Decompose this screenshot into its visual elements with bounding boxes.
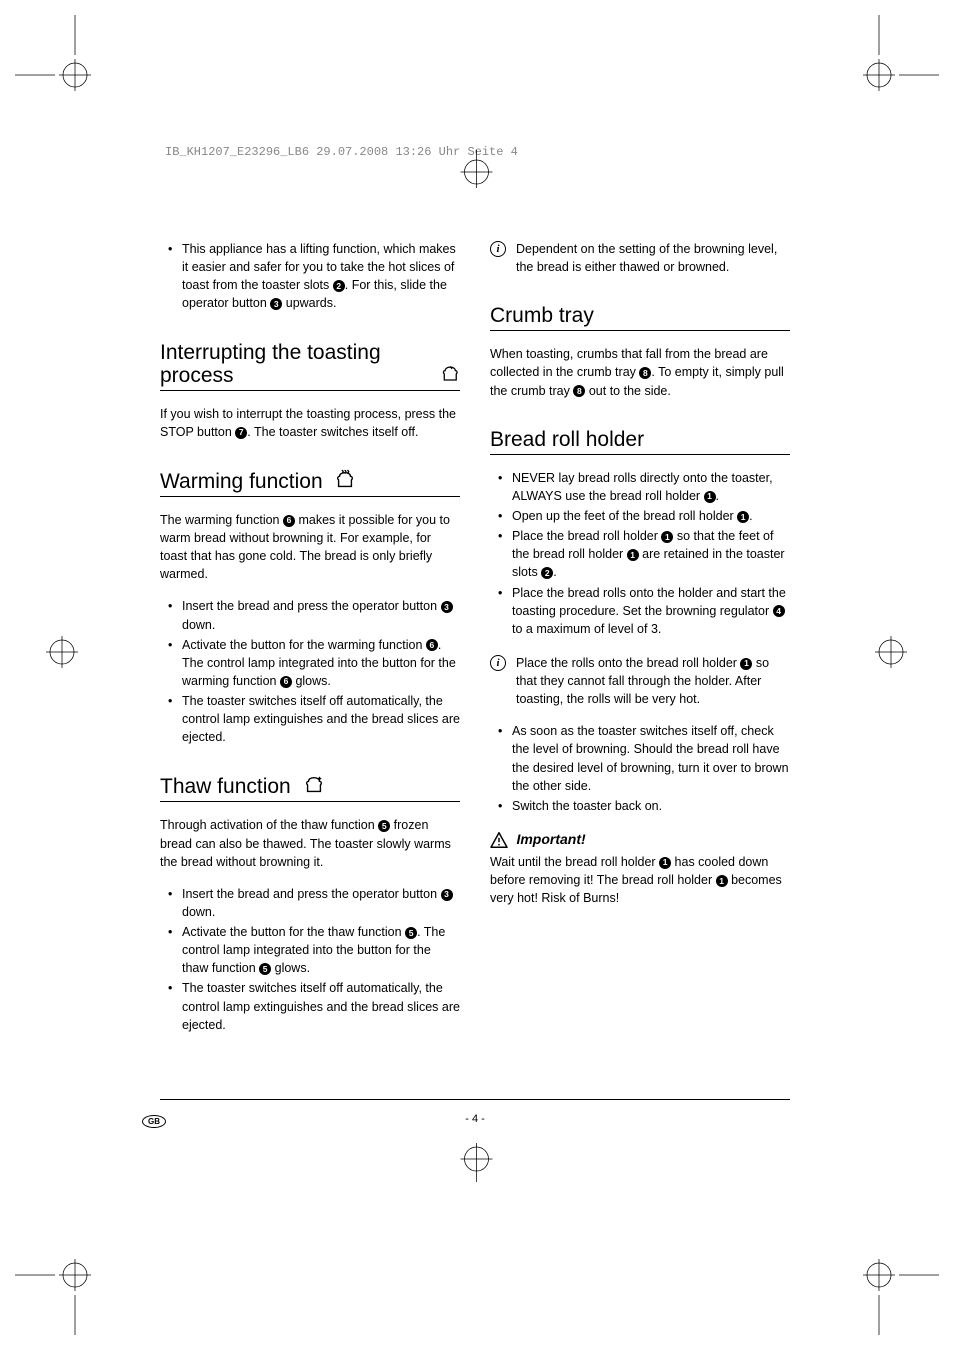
- warning-icon: [490, 832, 508, 848]
- ref-icon: 3: [270, 298, 282, 310]
- list-item: Insert the bread and press the operator …: [182, 597, 460, 633]
- ref-icon: 1: [661, 531, 673, 543]
- info-note: i Dependent on the setting of the browni…: [490, 240, 790, 276]
- body-text: Place the rolls onto the bread roll hold…: [516, 654, 790, 708]
- fold-mark-top: [455, 150, 500, 195]
- list-item: NEVER lay bread rolls directly onto the …: [512, 469, 790, 505]
- thaw-icon: [303, 774, 325, 796]
- info-note: i Place the rolls onto the bread roll ho…: [490, 654, 790, 708]
- list-item: Switch the toaster back on.: [512, 797, 790, 815]
- ref-icon: 6: [426, 639, 438, 651]
- list-item: This appliance has a lifting function, w…: [182, 240, 460, 313]
- ref-icon: 1: [627, 549, 639, 561]
- thaw-list: Insert the bread and press the operator …: [160, 885, 460, 1034]
- body-text: When toasting, crumbs that fall from the…: [490, 345, 790, 399]
- ref-icon: 5: [259, 963, 271, 975]
- body-text: Through activation of the thaw function …: [160, 816, 460, 870]
- ref-icon: 1: [704, 491, 716, 503]
- heading-text: Bread roll holder: [490, 428, 644, 451]
- warming-icon: [334, 469, 356, 491]
- ref-icon: 8: [639, 367, 651, 379]
- list-item: As soon as the toaster switches itself o…: [512, 722, 790, 795]
- ref-icon: 4: [773, 605, 785, 617]
- holder-list: NEVER lay bread rolls directly onto the …: [490, 469, 790, 638]
- ref-icon: 2: [541, 567, 553, 579]
- ref-icon: 6: [280, 676, 292, 688]
- ref-icon: 7: [235, 427, 247, 439]
- body-text: Dependent on the setting of the browning…: [516, 240, 790, 276]
- ref-icon: 3: [441, 889, 453, 901]
- warming-section: Warming function The warming function 6 …: [160, 469, 460, 747]
- section-heading: Thaw function: [160, 774, 460, 802]
- fold-mark-bottom: [455, 1137, 500, 1182]
- right-column: i Dependent on the setting of the browni…: [490, 240, 790, 1062]
- body-text: The warming function 6 makes it possible…: [160, 511, 460, 584]
- warming-list: Insert the bread and press the operator …: [160, 597, 460, 746]
- list-item: The toaster switches itself off automati…: [182, 692, 460, 746]
- holder-section: Bread roll holder NEVER lay bread rolls …: [490, 428, 790, 908]
- crop-mark-mr: [869, 630, 914, 675]
- body-text: If you wish to interrupt the toasting pr…: [160, 405, 460, 441]
- list-item: Place the bread rolls onto the holder an…: [512, 584, 790, 638]
- footer-rule: [160, 1099, 790, 1100]
- heading-text: Thaw function: [160, 774, 325, 798]
- body-text: Wait until the bread roll holder 1 has c…: [490, 853, 790, 907]
- ref-icon: 5: [405, 927, 417, 939]
- heading-text: Crumb tray: [490, 304, 594, 327]
- list-item: Activate the button for the thaw functio…: [182, 923, 460, 977]
- important-heading: Important!: [490, 831, 790, 849]
- ref-icon: 3: [441, 601, 453, 613]
- ref-icon: 1: [737, 511, 749, 523]
- crop-mark-bl: [15, 1255, 95, 1335]
- language-badge: GB: [142, 1115, 166, 1128]
- list-item: The toaster switches itself off automati…: [182, 979, 460, 1033]
- info-icon: i: [490, 655, 506, 671]
- interrupt-section: Interrupting the toasting process If you…: [160, 341, 460, 441]
- ref-icon: 2: [333, 280, 345, 292]
- ref-icon: 1: [716, 875, 728, 887]
- important-label: Important!: [516, 831, 585, 847]
- section-heading: Interrupting the toasting process: [160, 341, 460, 391]
- crop-mark-tr: [859, 15, 939, 95]
- ref-icon: 1: [659, 857, 671, 869]
- holder-list-2: As soon as the toaster switches itself o…: [490, 722, 790, 815]
- info-icon: i: [490, 241, 506, 257]
- lifting-list: This appliance has a lifting function, w…: [160, 240, 460, 313]
- heading-text: Warming function: [160, 469, 356, 493]
- list-item: Open up the feet of the bread roll holde…: [512, 507, 790, 525]
- page-content: This appliance has a lifting function, w…: [160, 240, 790, 1062]
- ref-icon: 8: [573, 385, 585, 397]
- crumb-section: Crumb tray When toasting, crumbs that fa…: [490, 304, 790, 399]
- list-item: Insert the bread and press the operator …: [182, 885, 460, 921]
- list-item: Place the bread roll holder 1 so that th…: [512, 527, 790, 581]
- left-column: This appliance has a lifting function, w…: [160, 240, 460, 1062]
- ref-icon: 6: [283, 515, 295, 527]
- heading-text: Interrupting the toasting process: [160, 341, 440, 387]
- section-heading: Crumb tray: [490, 304, 790, 331]
- crop-mark-ml: [40, 630, 85, 675]
- section-heading: Bread roll holder: [490, 428, 790, 455]
- section-heading: Warming function: [160, 469, 460, 497]
- ref-icon: 1: [740, 658, 752, 670]
- toast-icon: [440, 363, 461, 385]
- list-item: Activate the button for the warming func…: [182, 636, 460, 690]
- ref-icon: 5: [378, 820, 390, 832]
- crop-mark-tl: [15, 15, 95, 95]
- crop-mark-br: [859, 1255, 939, 1335]
- page-number: - 4 -: [160, 1113, 790, 1125]
- thaw-section: Thaw function Through activation of the …: [160, 774, 460, 1033]
